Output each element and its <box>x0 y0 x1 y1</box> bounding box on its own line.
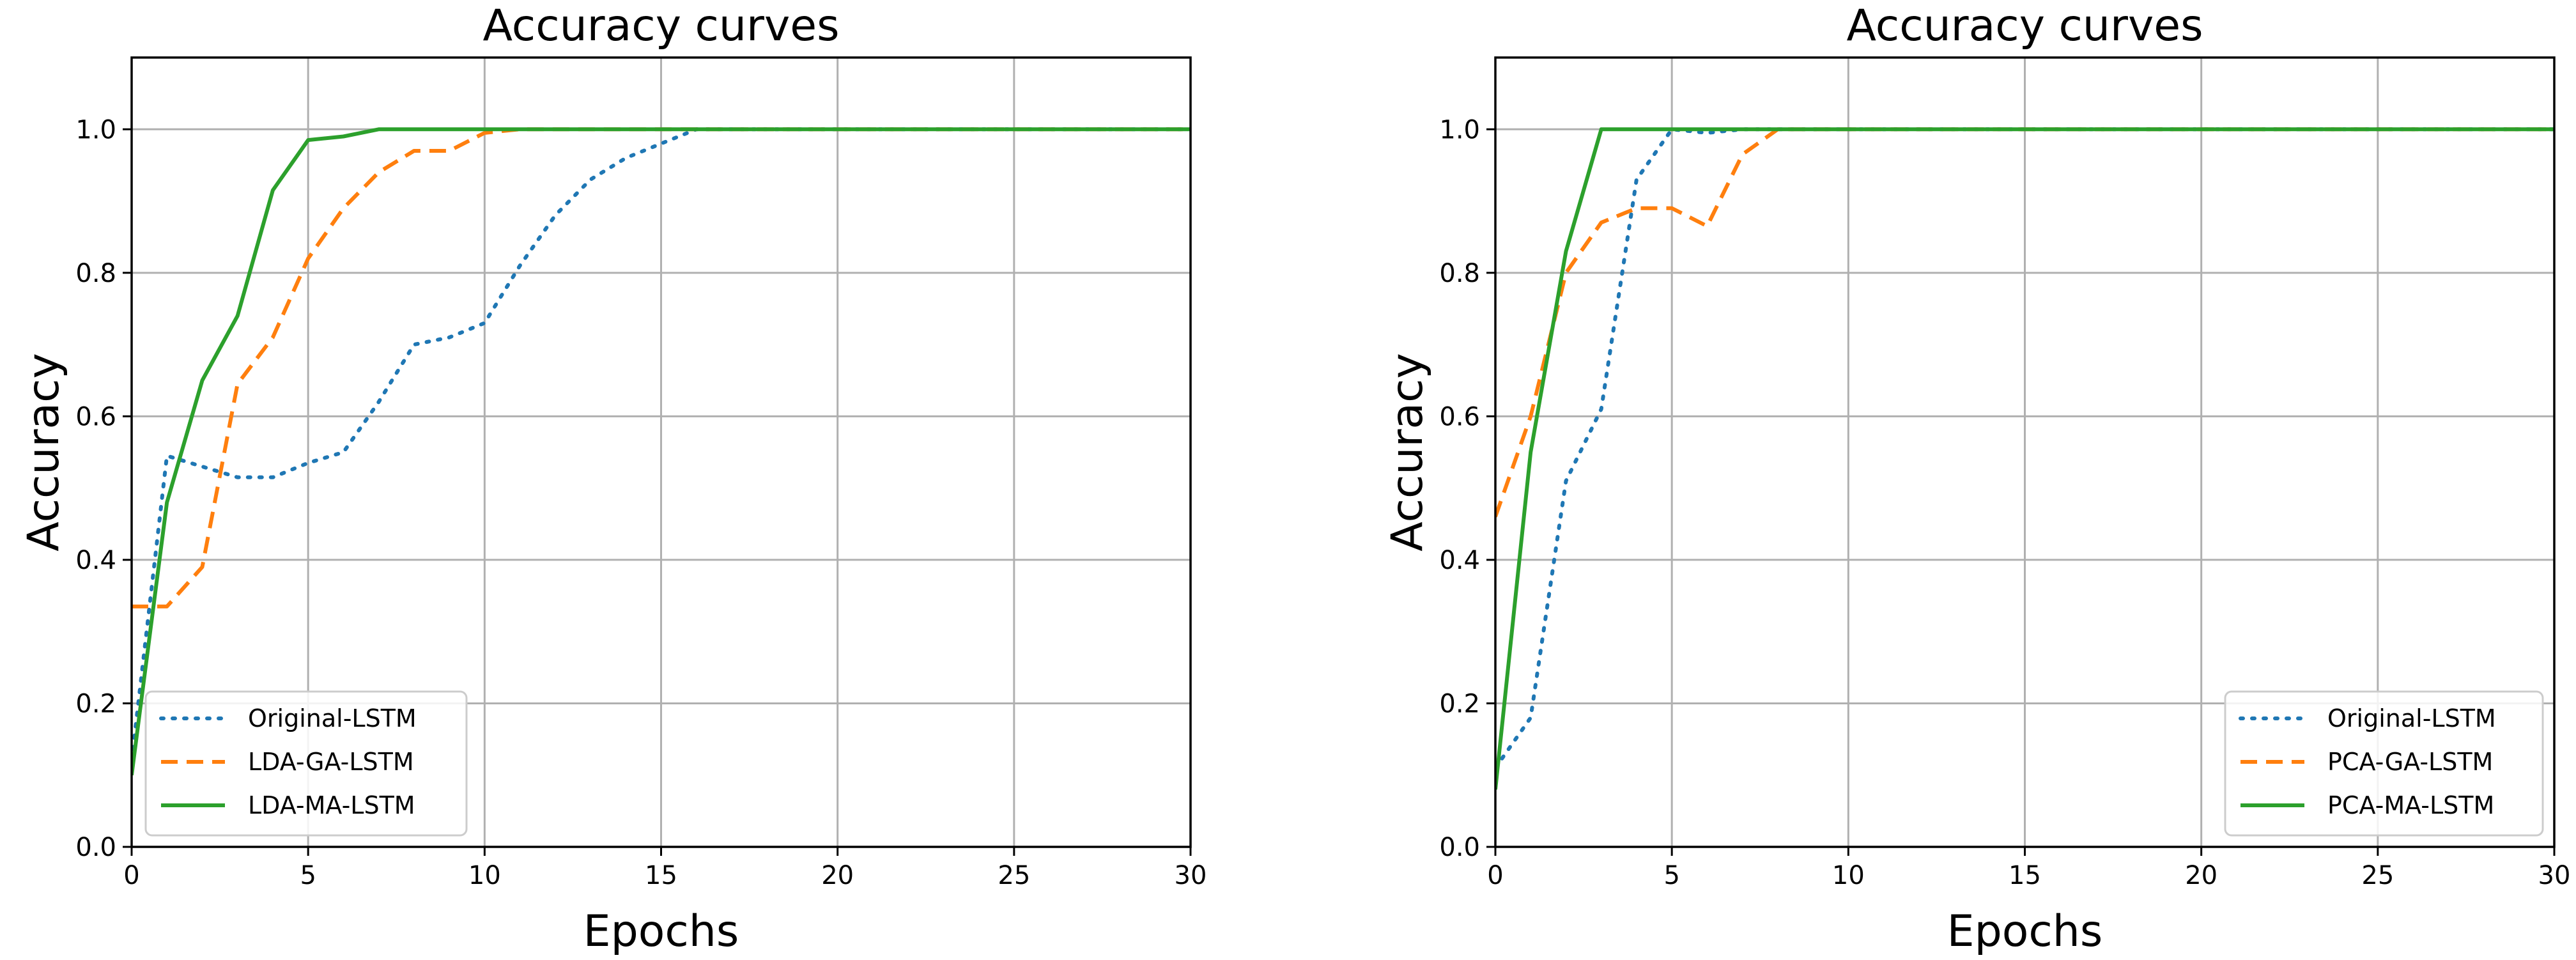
legend-label: Original-LSTM <box>248 704 417 732</box>
y-tick-label: 1.0 <box>1439 115 1480 144</box>
chart-title: Accuracy curves <box>482 1 839 51</box>
x-tick-label: 30 <box>1175 861 1207 890</box>
series-line-pca-ma-lstm <box>1495 127 2554 790</box>
x-tick-label: 25 <box>998 861 1030 890</box>
y-tick-label: 0.0 <box>75 833 116 862</box>
y-tick-label: 0.8 <box>75 259 116 288</box>
x-tick-label: 15 <box>645 861 677 890</box>
series-group <box>132 127 1191 776</box>
y-tick-label: 0.4 <box>75 546 116 575</box>
y-tick-label: 0.0 <box>1439 833 1480 862</box>
legend-box <box>144 690 468 837</box>
y-tick-label: 0.8 <box>1439 259 1480 288</box>
legend-label: LDA-MA-LSTM <box>248 791 415 819</box>
y-tick-label: 0.6 <box>75 402 116 431</box>
chart-title: Accuracy curves <box>1846 1 2203 51</box>
legend-label: PCA-MA-LSTM <box>2327 791 2494 819</box>
x-axis-label: Epochs <box>583 906 739 957</box>
x-tick-label: 20 <box>2185 861 2217 890</box>
legend-label: PCA-GA-LSTM <box>2327 748 2493 776</box>
y-tick-label: 0.2 <box>1439 689 1480 718</box>
legend-label: Original-LSTM <box>2327 704 2496 732</box>
y-axis-label: Accuracy <box>1382 353 1433 551</box>
x-tick-label: 5 <box>1663 861 1679 890</box>
y-tick-label: 0.6 <box>1439 402 1480 431</box>
x-tick-label: 0 <box>123 861 139 890</box>
series-group <box>1495 127 2554 790</box>
x-tick-label: 25 <box>2361 861 2394 890</box>
legend-box <box>2224 690 2544 837</box>
legend: Original-LSTM PCA-GA-LSTM PCA-MA-LSTM <box>2224 690 2544 837</box>
x-tick-label: 10 <box>1832 861 1865 890</box>
x-tick-label: 20 <box>821 861 854 890</box>
x-tick-label: 0 <box>1487 861 1503 890</box>
chart-right: 0 5 10 15 20 25 30 0.0 0.2 0.4 0.6 0.8 1.0 Accuracy c… <box>1382 1 2570 957</box>
series-line-lda-ma-lstm <box>132 127 1191 776</box>
legend: Original-LSTM LDA-GA-LSTM LDA-MA-LSTM <box>144 690 468 837</box>
y-axis-label: Accuracy <box>19 353 69 551</box>
y-tick-label: 0.4 <box>1439 546 1480 575</box>
legend-label: LDA-GA-LSTM <box>248 748 414 776</box>
y-tick-label: 1.0 <box>75 115 116 144</box>
x-tick-label: 15 <box>2009 861 2041 890</box>
x-tick-label: 5 <box>300 861 316 890</box>
x-tick-label: 30 <box>2538 861 2571 890</box>
x-axis-label: Epochs <box>1947 906 2103 957</box>
chart-left: 0 5 10 15 20 25 30 0.0 0.2 0.4 0.6 0.8 1.0 Accuracy c… <box>19 1 1207 957</box>
x-tick-label: 10 <box>468 861 501 890</box>
y-tick-label: 0.2 <box>75 689 116 718</box>
